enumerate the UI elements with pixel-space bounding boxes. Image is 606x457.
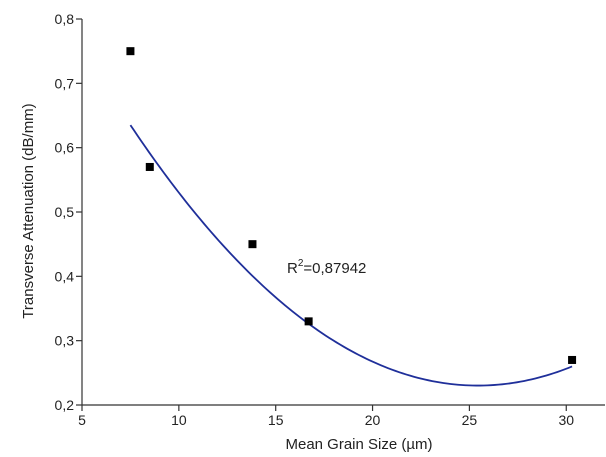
y-tick-label: 0,4 xyxy=(55,268,75,284)
data-point xyxy=(145,162,154,171)
x-tick-label: 20 xyxy=(365,412,381,428)
fit-curve xyxy=(129,124,573,387)
x-tick-label: 25 xyxy=(462,412,478,428)
x-tick-label: 10 xyxy=(171,412,187,428)
x-tick-label: 15 xyxy=(268,412,284,428)
y-tick-label: 0,5 xyxy=(55,204,75,220)
y-tick-label: 0,7 xyxy=(55,75,75,91)
y-tick-label: 0,6 xyxy=(55,140,75,156)
r2-superscript: 2 xyxy=(298,258,304,269)
r2-prefix: R xyxy=(287,260,298,277)
data-point xyxy=(304,317,313,326)
x-tick-label: 30 xyxy=(558,412,574,428)
y-axis-title: Transverse Attenuation (dB/mm) xyxy=(20,103,37,318)
x-axis-title: Mean Grain Size (µm) xyxy=(285,436,432,453)
data-point xyxy=(126,47,135,56)
data-point xyxy=(248,240,257,249)
y-tick-label: 0,2 xyxy=(55,397,75,413)
r2-value: =0,87942 xyxy=(303,260,366,277)
y-tick-label: 0,3 xyxy=(55,333,75,349)
data-point xyxy=(568,355,577,364)
data-points xyxy=(126,47,577,364)
r2-annotation: R2=0,87942 xyxy=(287,258,366,277)
x-ticks: 5 10 15 20 25 30 xyxy=(78,405,574,428)
y-ticks: 0,2 0,3 0,4 0,5 0,6 0,7 0,8 xyxy=(55,11,82,413)
x-tick-label: 5 xyxy=(78,412,86,428)
y-tick-label: 0,8 xyxy=(55,11,75,27)
